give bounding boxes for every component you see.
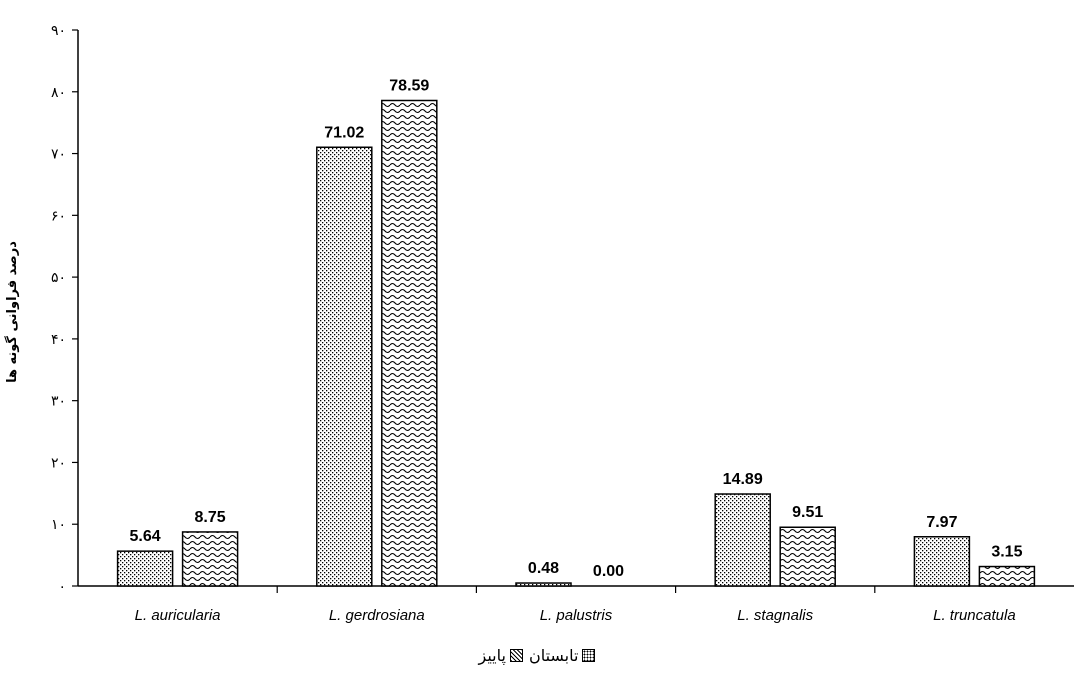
- y-tick-label: ۳۰: [51, 394, 66, 410]
- bar-summer: [316, 146, 373, 587]
- y-tick-label: ۶۰: [51, 208, 66, 224]
- x-tick-label: L. stagnalis: [737, 607, 813, 624]
- y-tick-label: ۱۰: [51, 517, 66, 533]
- y-axis: ۰ ۱۰ ۲۰ ۳۰ ۴۰ ۵۰ ۶۰ ۷۰ ۸۰ ۹۰: [51, 23, 79, 595]
- x-tick-label: L. auricularia: [135, 607, 221, 624]
- bar-chart: ۰ ۱۰ ۲۰ ۳۰ ۴۰ ۵۰ ۶۰ ۷۰ ۸۰ ۹۰ L. auricularia L. ger…: [4, 23, 1074, 624]
- data-label: 5.64: [130, 528, 161, 545]
- legend: تابستان پاییز: [0, 646, 1074, 666]
- data-label: 7.97: [926, 514, 957, 531]
- legend-label-autumn: پاییز: [478, 646, 506, 665]
- y-tick-label: ۵۰: [51, 270, 66, 286]
- bar-summer: [913, 536, 971, 587]
- y-tick-label: ۸۰: [51, 85, 66, 101]
- y-tick-label: ۹۰: [51, 23, 66, 39]
- bar-summer: [515, 582, 572, 587]
- legend-item-summer: تابستان: [529, 646, 596, 665]
- data-labels: 5.64 8.75 71.02 78.59 0.48 0.00 14.89 9.51 7.97 3…: [130, 77, 1023, 580]
- bar-summer: [714, 493, 771, 587]
- legend-item-autumn: پاییز: [479, 646, 523, 665]
- legend-swatch-dots: [582, 649, 596, 662]
- legend-label-summer: تابستان: [528, 646, 579, 665]
- data-label: 8.75: [195, 509, 226, 526]
- data-label: 78.59: [389, 77, 429, 94]
- bar-summer: [116, 550, 174, 587]
- y-axis-title: درصد فراوانی گونه ها: [4, 241, 20, 383]
- bar-autumn: [779, 526, 836, 587]
- y-tick-label: ۷۰: [51, 147, 66, 163]
- x-tick-label: L. palustris: [540, 607, 613, 624]
- data-label: 14.89: [723, 471, 763, 488]
- x-axis: L. auricularia L. gerdrosiana L. palustris…: [78, 585, 1074, 624]
- data-label: 71.02: [324, 124, 364, 141]
- y-tick-label: ۴۰: [51, 332, 66, 348]
- data-label: 0.00: [593, 563, 624, 580]
- bar-autumn: [381, 99, 438, 587]
- y-tick-label: ۲۰: [51, 455, 66, 471]
- bar-autumn: [181, 531, 239, 587]
- data-label: 9.51: [792, 504, 823, 521]
- x-tick-label: L. gerdrosiana: [329, 607, 425, 624]
- bars: [116, 99, 1036, 587]
- data-label: 3.15: [991, 544, 1022, 561]
- data-label: 0.48: [528, 560, 559, 577]
- x-tick-label: L. truncatula: [933, 607, 1016, 624]
- legend-swatch-waves: [509, 649, 523, 662]
- bar-autumn: [978, 565, 1036, 587]
- y-tick-label: ۰: [58, 579, 66, 595]
